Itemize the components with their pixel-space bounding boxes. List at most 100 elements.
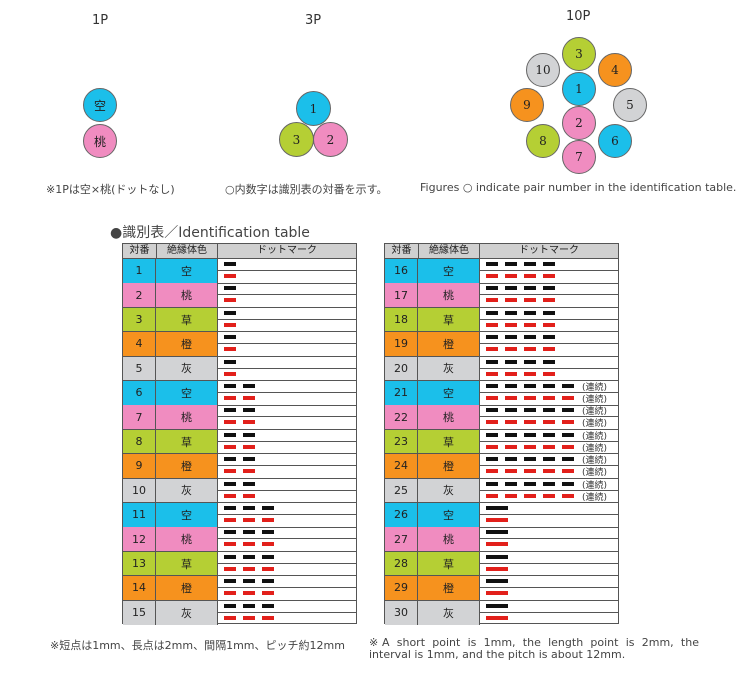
continuous-label: (連続) xyxy=(582,395,608,405)
pair-number: 22 xyxy=(385,405,418,429)
table-row: 12 桃 xyxy=(123,527,356,552)
circle-label: 1 xyxy=(575,82,583,96)
insulation-color: 灰 xyxy=(156,600,218,626)
dot-mark-cell xyxy=(218,454,356,478)
black-dot-mark xyxy=(486,359,498,364)
black-dot-mark xyxy=(524,481,536,486)
black-dot-mark xyxy=(486,457,498,462)
black-dot-mark xyxy=(486,432,498,437)
pair-number: 2 xyxy=(123,283,156,307)
black-dot-mark xyxy=(524,359,536,364)
black-dot-mark xyxy=(543,286,555,291)
red-dot-mark xyxy=(524,274,536,278)
pair-number: 14 xyxy=(123,576,156,600)
table-row: 20 灰 xyxy=(385,356,618,382)
black-dot-mark xyxy=(262,554,274,559)
red-dot-mark xyxy=(524,444,536,449)
insulation-color: 空 xyxy=(156,503,218,527)
circle-label: 2 xyxy=(326,132,335,147)
circle-label: 6 xyxy=(611,134,619,148)
circle-label: 3 xyxy=(575,47,583,61)
black-dot-mark xyxy=(486,481,498,486)
black-dot-mark xyxy=(243,579,255,584)
table-row: 16 空 xyxy=(385,259,618,284)
black-dot-mark xyxy=(486,579,508,584)
red-dot-mark xyxy=(505,469,517,474)
circle-label: 10 xyxy=(535,63,551,77)
black-dot-mark xyxy=(262,579,274,584)
insulation-color: 草 xyxy=(156,551,218,576)
black-dot-mark xyxy=(486,530,508,535)
black-dot-mark xyxy=(543,432,555,437)
black-dot-mark xyxy=(486,384,498,388)
red-dot-mark xyxy=(243,566,255,571)
dot-mark-cell xyxy=(480,503,618,527)
pair-circle-2: 2 xyxy=(313,122,348,157)
red-dot-mark xyxy=(224,371,236,376)
red-dot-mark xyxy=(243,444,255,449)
black-dot-mark xyxy=(486,603,508,608)
pair-number: 20 xyxy=(385,356,418,381)
pair-number: 24 xyxy=(385,454,418,478)
pair-circle-3: 3 xyxy=(562,37,596,71)
red-dot-mark xyxy=(262,615,274,620)
pair-number: 4 xyxy=(123,332,156,356)
red-dot-mark xyxy=(543,493,555,498)
table-row: 27 桃 xyxy=(385,527,618,552)
red-dot-mark xyxy=(243,469,255,474)
caption-3p: ○内数字は識別表の対番を示す。 xyxy=(225,183,388,196)
dot-mark-cell xyxy=(218,357,356,381)
red-dot-mark xyxy=(262,566,274,571)
black-dot-mark xyxy=(543,262,555,266)
insulation-color: 空 xyxy=(418,381,480,405)
circle-label: 1 xyxy=(309,101,318,116)
table-row: 11 空 xyxy=(123,503,356,528)
insulation-color: 草 xyxy=(156,307,218,332)
red-dot-mark xyxy=(486,615,508,620)
continuous-label: (連続) xyxy=(582,431,608,442)
header-dots: ドットマーク xyxy=(257,245,317,256)
red-dot-mark xyxy=(224,542,236,547)
red-dot-mark xyxy=(505,347,517,352)
black-dot-mark xyxy=(224,359,236,364)
black-dot-mark xyxy=(524,432,536,437)
black-dot-mark xyxy=(224,457,236,462)
pair-circle-7: 7 xyxy=(562,140,596,174)
dot-mark-cell xyxy=(480,527,618,551)
dot-mark-cell xyxy=(480,552,618,576)
black-dot-mark xyxy=(505,408,517,413)
dot-mark-cell xyxy=(480,308,618,332)
dot-mark-cell: (連続) (連続) xyxy=(480,479,618,503)
circle-label: 5 xyxy=(626,98,634,112)
black-dot-mark xyxy=(543,335,555,340)
black-dot-mark xyxy=(562,481,574,486)
note-jp: ※短点は1mm、長点は2mm、間隔1mm、ピッチ約12mm xyxy=(50,639,345,652)
dot-mark-cell xyxy=(218,332,356,356)
red-dot-mark xyxy=(224,566,236,571)
black-dot-mark xyxy=(243,432,255,437)
continuous-label: (連続) xyxy=(582,456,608,467)
table-header: 対番 絶縁体色 ドットマーク xyxy=(385,244,618,259)
table-row: 18 草 xyxy=(385,307,618,333)
red-dot-mark xyxy=(224,298,236,303)
black-dot-mark xyxy=(505,310,517,315)
black-dot-mark xyxy=(486,262,498,266)
pair-number: 11 xyxy=(123,503,156,527)
red-dot-mark xyxy=(243,518,255,522)
header-color: 絶縁体色 xyxy=(418,244,480,258)
black-dot-mark xyxy=(543,384,555,388)
black-dot-mark xyxy=(243,530,255,535)
red-dot-mark xyxy=(486,444,498,449)
red-dot-mark xyxy=(224,469,236,474)
pair-circle-8: 8 xyxy=(526,124,560,158)
insulation-color: 空 xyxy=(156,259,218,283)
insulation-color: 桃 xyxy=(156,527,218,551)
black-dot-mark xyxy=(486,286,498,291)
black-dot-mark xyxy=(224,335,236,340)
insulation-color: 桃 xyxy=(156,283,218,307)
red-dot-mark xyxy=(486,469,498,474)
insulation-color: 橙 xyxy=(156,576,218,600)
